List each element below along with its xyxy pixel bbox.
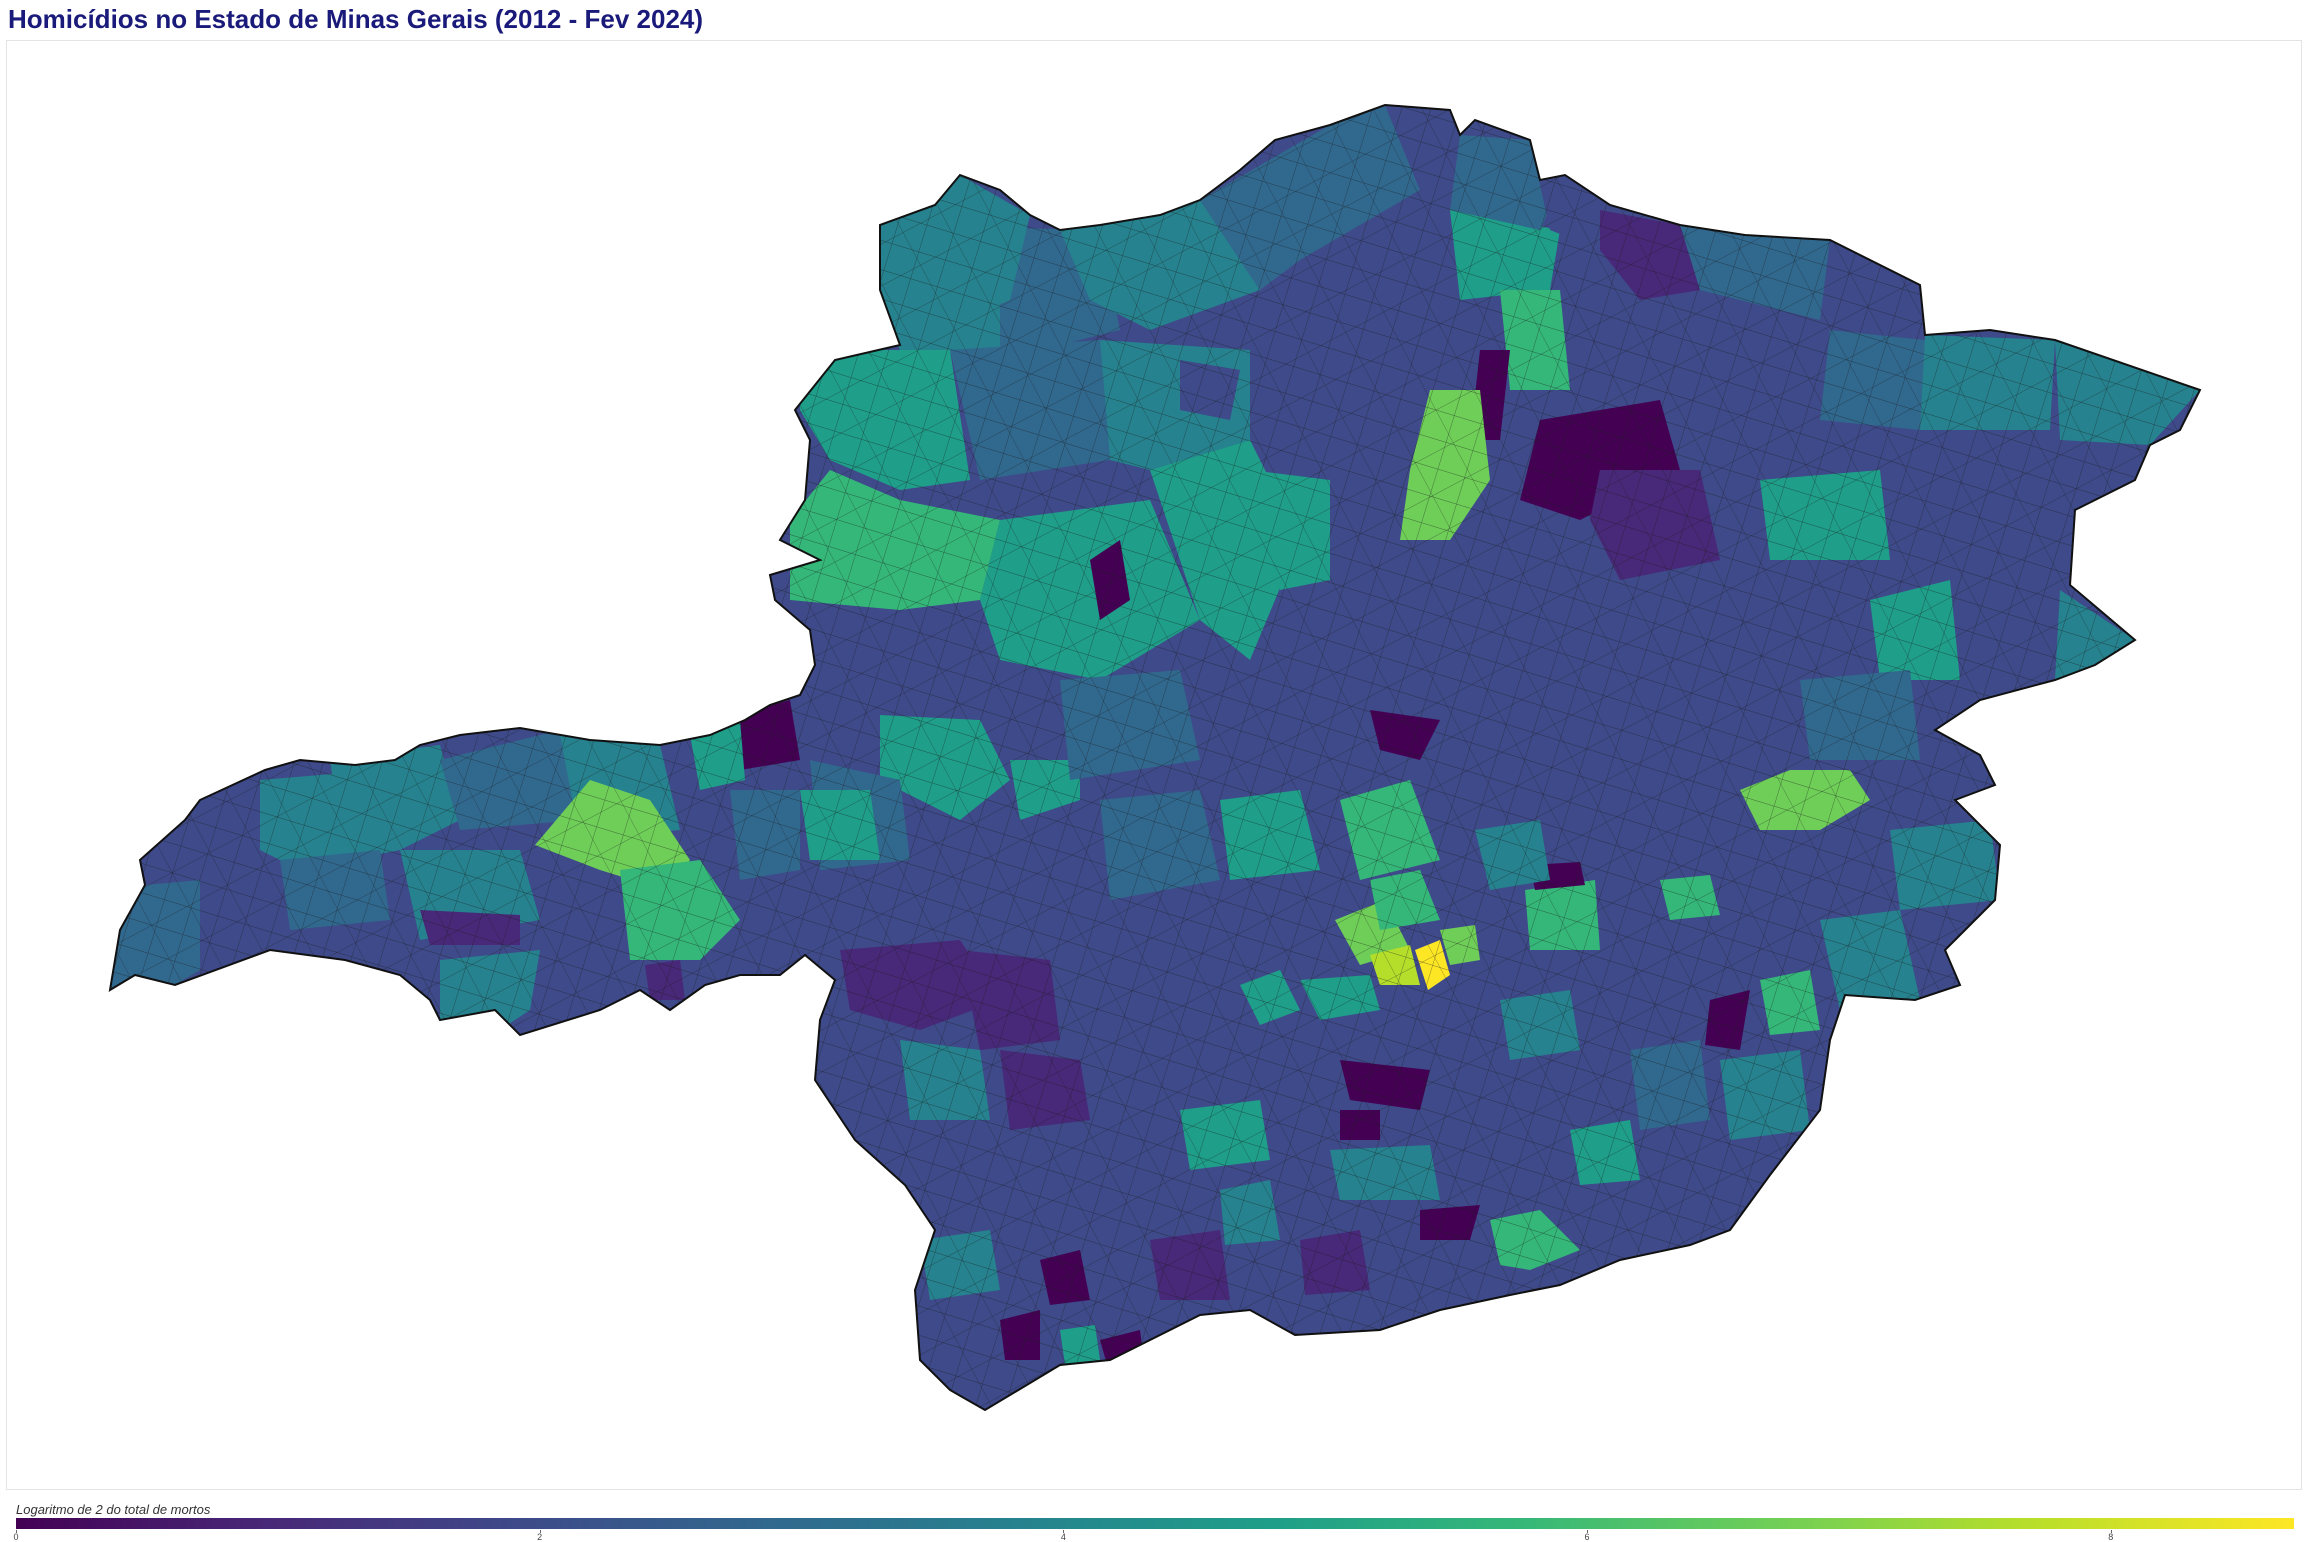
colorbar [16,1518,2294,1529]
colorbar-tick [2110,1530,2112,1533]
colorbar-tick [1063,1530,1065,1533]
colorbar-tick-label: 2 [537,1532,543,1542]
colorbar-tick [539,1530,541,1533]
colorbar-tick-label: 8 [2108,1532,2114,1542]
municipalities-layer [110,105,2200,1410]
choropleth-map[interactable] [0,0,2308,1500]
colorbar-tick-label: 4 [1060,1532,1066,1542]
page-title: Homicídios no Estado de Minas Gerais (20… [8,4,704,34]
colorbar-title: Logaritmo de 2 do total de mortos [16,1502,211,1517]
colorbar-tick-label: 0 [13,1532,19,1542]
map-frame [6,40,2302,1490]
colorbar-tick [1587,1530,1589,1533]
colorbar-tick-label: 6 [1584,1532,1590,1542]
border-grid-2 [110,105,2200,1410]
state-outline [108,103,2202,1412]
colorbar-tick [16,1530,17,1533]
